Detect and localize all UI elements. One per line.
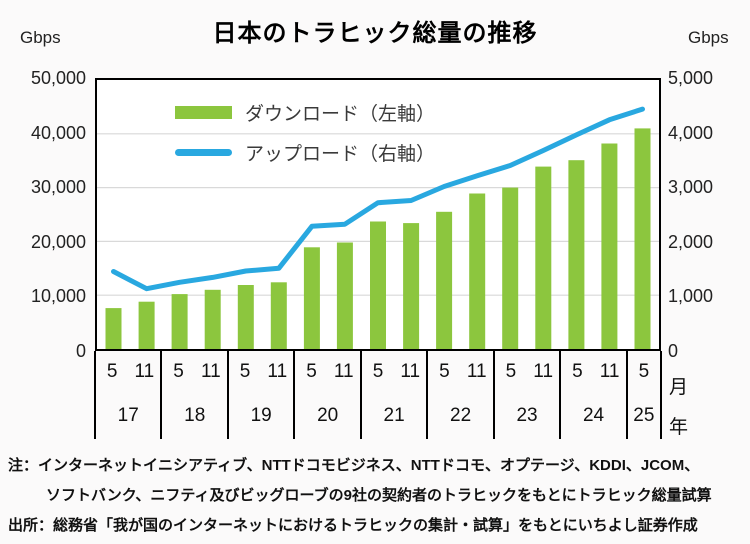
download-bar xyxy=(303,247,320,349)
right-axis-tick: 1,000 xyxy=(668,286,714,307)
download-bar xyxy=(237,285,254,349)
year-label: 19 xyxy=(250,405,272,426)
x-axis-year-group: 5 11 17 xyxy=(94,351,160,439)
year-label: 20 xyxy=(317,405,339,426)
download-bar xyxy=(436,211,453,349)
download-bar xyxy=(469,193,486,349)
right-axis-tick: 3,000 xyxy=(668,177,714,198)
plot-area: ダウンロード（左軸） アップロード（右軸） xyxy=(95,78,661,351)
download-bar xyxy=(336,242,353,349)
month-row: 5 11 xyxy=(162,351,226,393)
download-bar xyxy=(105,308,122,349)
month-label: 5 xyxy=(439,361,450,382)
month-label: 11 xyxy=(134,361,155,382)
download-bar xyxy=(370,221,386,349)
x-axis: 5 11 17 5 11 18 5 11 19 5 11 20 5 11 21 5 11 22 5 11 23 5 11 24… xyxy=(94,351,662,439)
download-bar xyxy=(171,294,188,349)
left-axis-tick: 20,000 xyxy=(30,231,86,252)
month-unit-label: 月 xyxy=(669,377,689,398)
month-label: 11 xyxy=(466,361,487,382)
download-bar xyxy=(204,289,221,349)
right-axis-tick: 4,000 xyxy=(668,122,714,143)
month-row: 5 11 xyxy=(362,351,426,393)
x-axis-year-group: 5 11 19 xyxy=(226,351,293,439)
month-label: 5 xyxy=(173,361,184,382)
month-label: 11 xyxy=(200,361,221,382)
legend: ダウンロード（左軸） アップロード（右軸） xyxy=(175,92,435,172)
right-axis-ticks: 5,000 4,000 3,000 2,000 1,000 0 xyxy=(668,68,748,361)
year-label: 25 xyxy=(633,405,655,426)
month-row: 5 11 xyxy=(96,351,160,393)
year-label: 22 xyxy=(450,405,472,426)
legend-download-label: ダウンロード（左軸） xyxy=(245,103,436,125)
footnotes: 注：インターネットイニシアティブ、NTTドコモビジネス、NTTドコモ、オプテージ… xyxy=(8,451,750,541)
x-axis-year-group: 5 11 22 xyxy=(426,351,492,439)
download-bar xyxy=(535,166,552,349)
left-axis-tick: 10,000 xyxy=(30,286,86,307)
month-label: 5 xyxy=(106,361,118,382)
month-label: 11 xyxy=(267,361,288,382)
month-row: 5 11 xyxy=(428,351,492,393)
month-row: 5 11 xyxy=(295,351,359,393)
year-label: 17 xyxy=(117,405,139,426)
x-axis-year-group: 5 11 21 xyxy=(359,351,426,439)
legend-row-upload: アップロード（右軸） xyxy=(175,132,435,172)
download-bar xyxy=(601,143,618,349)
upload-series-swatch xyxy=(175,148,232,156)
left-axis-unit: Gbps xyxy=(20,28,61,47)
x-axis-year-group: 5 25 xyxy=(625,351,662,439)
month-label: 11 xyxy=(400,361,421,382)
x-axis-year-group: 5 11 24 xyxy=(559,351,625,439)
download-bar xyxy=(634,128,651,349)
legend-row-download: ダウンロード（左軸） xyxy=(175,92,435,132)
footnote-note-line1: 注：インターネットイニシアティブ、NTTドコモビジネス、NTTドコモ、オプテージ… xyxy=(8,457,700,474)
plot-canvas xyxy=(97,106,659,349)
download-series-swatch xyxy=(175,105,232,119)
month-label: 5 xyxy=(306,361,317,382)
download-bar xyxy=(502,187,519,349)
month-row: 5 11 xyxy=(229,351,293,393)
year-label: 18 xyxy=(184,405,206,426)
month-row: 5 11 xyxy=(495,351,559,393)
download-bar xyxy=(270,282,287,349)
year-unit-label: 年 xyxy=(669,417,689,438)
chart-title: 日本のトラヒック総量の推移 xyxy=(212,20,538,47)
legend-upload-label: アップロード（右軸） xyxy=(245,143,436,165)
month-label: 11 xyxy=(333,361,354,382)
month-label: 5 xyxy=(638,361,650,382)
month-row: 5 11 xyxy=(561,351,625,393)
left-axis-tick: 30,000 xyxy=(30,177,86,198)
month-label: 5 xyxy=(572,361,583,382)
month-row: 5 xyxy=(628,351,660,393)
month-label: 11 xyxy=(533,361,554,382)
download-bar xyxy=(403,223,420,349)
month-label: 5 xyxy=(372,361,384,382)
year-label: 24 xyxy=(582,405,605,426)
x-axis-year-group: 5 11 18 xyxy=(160,351,226,439)
right-axis-unit: Gbps xyxy=(688,28,729,47)
upload-line xyxy=(111,106,645,292)
right-axis-tick: 0 xyxy=(668,341,679,361)
left-axis-tick: 50,000 xyxy=(30,68,86,88)
right-axis-tick: 5,000 xyxy=(668,68,714,88)
month-label: 5 xyxy=(505,361,517,382)
month-label: 11 xyxy=(599,361,620,382)
right-axis-tick: 2,000 xyxy=(668,231,714,252)
x-axis-year-group: 5 11 23 xyxy=(492,351,559,439)
footnote-note-line2: ソフトバンク、ニフティ及びビッグローブの9社の契約者のトラヒックをもとにトラヒッ… xyxy=(46,487,712,504)
year-label: 21 xyxy=(383,405,405,426)
download-bar xyxy=(568,160,585,349)
footnote-source: 出所：総務省「我が国のインターネットにおけるトラヒックの集計・試算」をもとにいち… xyxy=(8,517,698,534)
month-label: 5 xyxy=(239,361,251,382)
left-axis-tick: 0 xyxy=(75,341,86,361)
left-axis-ticks: 50,000 40,000 30,000 20,000 10,000 0 xyxy=(6,68,86,361)
year-label: 23 xyxy=(516,405,538,426)
x-axis-year-group: 5 11 20 xyxy=(293,351,359,439)
download-bar xyxy=(138,301,155,349)
left-axis-tick: 40,000 xyxy=(30,122,86,143)
